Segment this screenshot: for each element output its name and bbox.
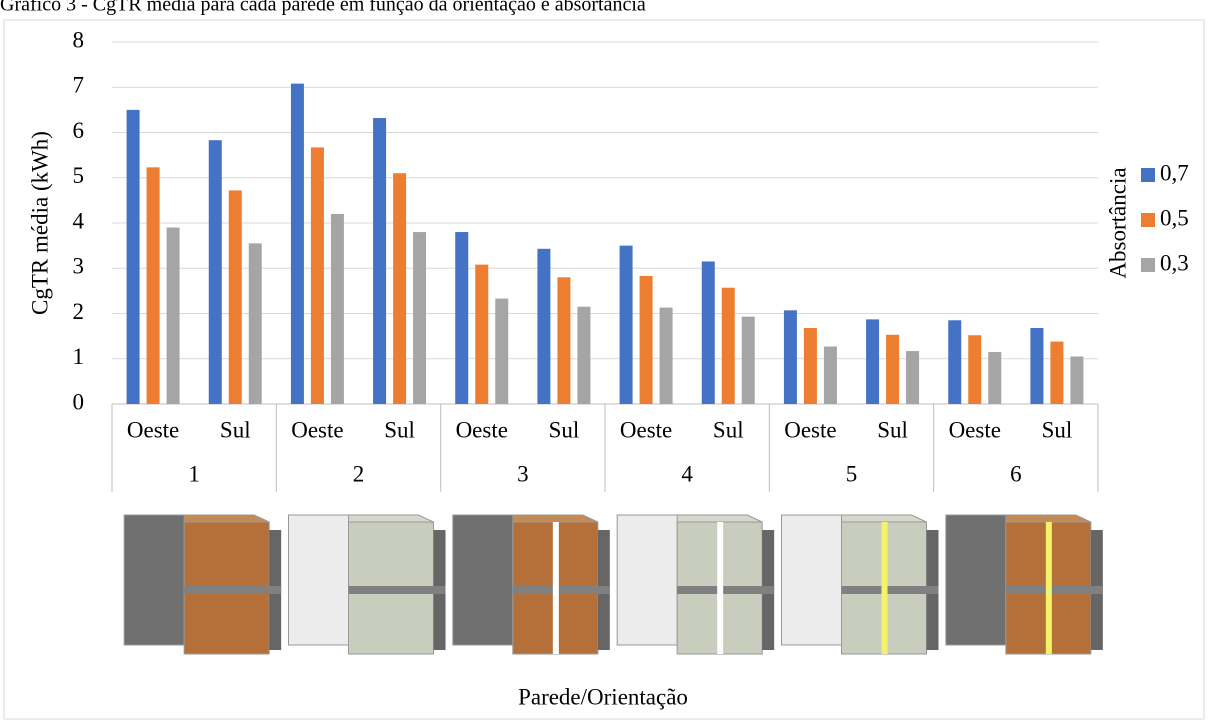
legend-label: 0,5 (1160, 205, 1189, 230)
x-tick-label: Sul (877, 417, 908, 442)
bar (166, 227, 180, 404)
bar (577, 306, 591, 404)
bar (968, 335, 982, 404)
wall-joint (677, 586, 775, 594)
bar (741, 316, 755, 404)
x-tick-label: Oeste (291, 417, 343, 442)
wall-layer (881, 522, 888, 654)
bar (475, 264, 489, 404)
bar (948, 320, 962, 404)
bar (208, 140, 222, 404)
x-tick-label: Sul (549, 417, 580, 442)
x-tick-label: Oeste (949, 417, 1001, 442)
wall-joint (512, 586, 610, 594)
group-label: 6 (1010, 461, 1022, 486)
x-tick-label: Sul (713, 417, 744, 442)
legend-swatch (1141, 168, 1155, 182)
y-tick-label: 8 (73, 27, 85, 52)
bar (1030, 327, 1044, 404)
bar (823, 346, 837, 404)
y-tick-label: 6 (73, 118, 85, 143)
bar (455, 232, 469, 404)
bar (886, 334, 900, 404)
bar (906, 351, 920, 404)
legend-label: 0,3 (1160, 250, 1189, 275)
bar (537, 248, 551, 404)
x-tick-label: Oeste (784, 417, 836, 442)
chart-title: Gráfico 3 - CgTR média para cada parede … (0, 0, 646, 16)
group-label: 3 (517, 461, 529, 486)
bar (413, 232, 427, 404)
bar (373, 118, 387, 405)
x-tick-label: Sul (1042, 417, 1073, 442)
legend-swatch (1141, 258, 1155, 272)
bar (1050, 341, 1064, 404)
wall-face (288, 514, 349, 646)
bar (866, 319, 880, 404)
group-label: 4 (681, 461, 693, 486)
bar (393, 173, 407, 404)
wall-layer (1045, 522, 1052, 654)
wall-face (452, 514, 514, 646)
x-tick-label: Oeste (456, 417, 508, 442)
bar (228, 190, 242, 404)
y-tick-label: 2 (73, 299, 85, 324)
wall-joint (348, 586, 446, 594)
bar (330, 213, 344, 404)
bar (495, 298, 509, 404)
y-tick-label: 3 (73, 254, 85, 279)
bar (803, 327, 817, 404)
wall-joint (184, 586, 282, 594)
bar (146, 167, 160, 404)
bar (701, 261, 715, 404)
wall-illustrations (123, 514, 1103, 655)
bar (639, 275, 653, 404)
wall-face (945, 514, 1007, 646)
bar (126, 109, 140, 404)
wall-joint (1005, 586, 1103, 594)
legend-title: Absortância (1105, 167, 1130, 278)
y-tick-label: 5 (73, 163, 85, 188)
bar (783, 310, 797, 404)
x-tick-label: Sul (220, 417, 251, 442)
bar (557, 277, 571, 404)
wall-layer (552, 522, 559, 654)
y-tick-label: 0 (73, 389, 85, 414)
y-axis-title: CgTR média (kWh) (27, 131, 52, 315)
group-label: 1 (188, 461, 200, 486)
wall-layer (717, 522, 724, 654)
bar (1070, 356, 1084, 404)
wall-face (123, 514, 185, 646)
group-label: 5 (846, 461, 858, 486)
bar (248, 243, 262, 404)
bar (988, 351, 1002, 404)
wall-face (781, 514, 842, 646)
x-tick-label: Sul (384, 417, 415, 442)
legend-swatch (1141, 213, 1155, 227)
bar (310, 147, 324, 404)
legend-label: 0,7 (1160, 160, 1189, 185)
wall-face (616, 514, 678, 646)
y-tick-label: 4 (73, 208, 85, 233)
x-axis-title: Parede/Orientação (518, 684, 688, 709)
wall-joint (841, 586, 939, 594)
x-tick-label: Oeste (620, 417, 672, 442)
y-tick-label: 7 (73, 73, 85, 98)
y-tick-label: 1 (73, 344, 85, 369)
bar (619, 245, 633, 404)
bar (659, 307, 673, 404)
bar (721, 287, 735, 404)
group-label: 2 (353, 461, 365, 486)
bar (290, 83, 304, 404)
x-tick-label: Oeste (127, 417, 179, 442)
